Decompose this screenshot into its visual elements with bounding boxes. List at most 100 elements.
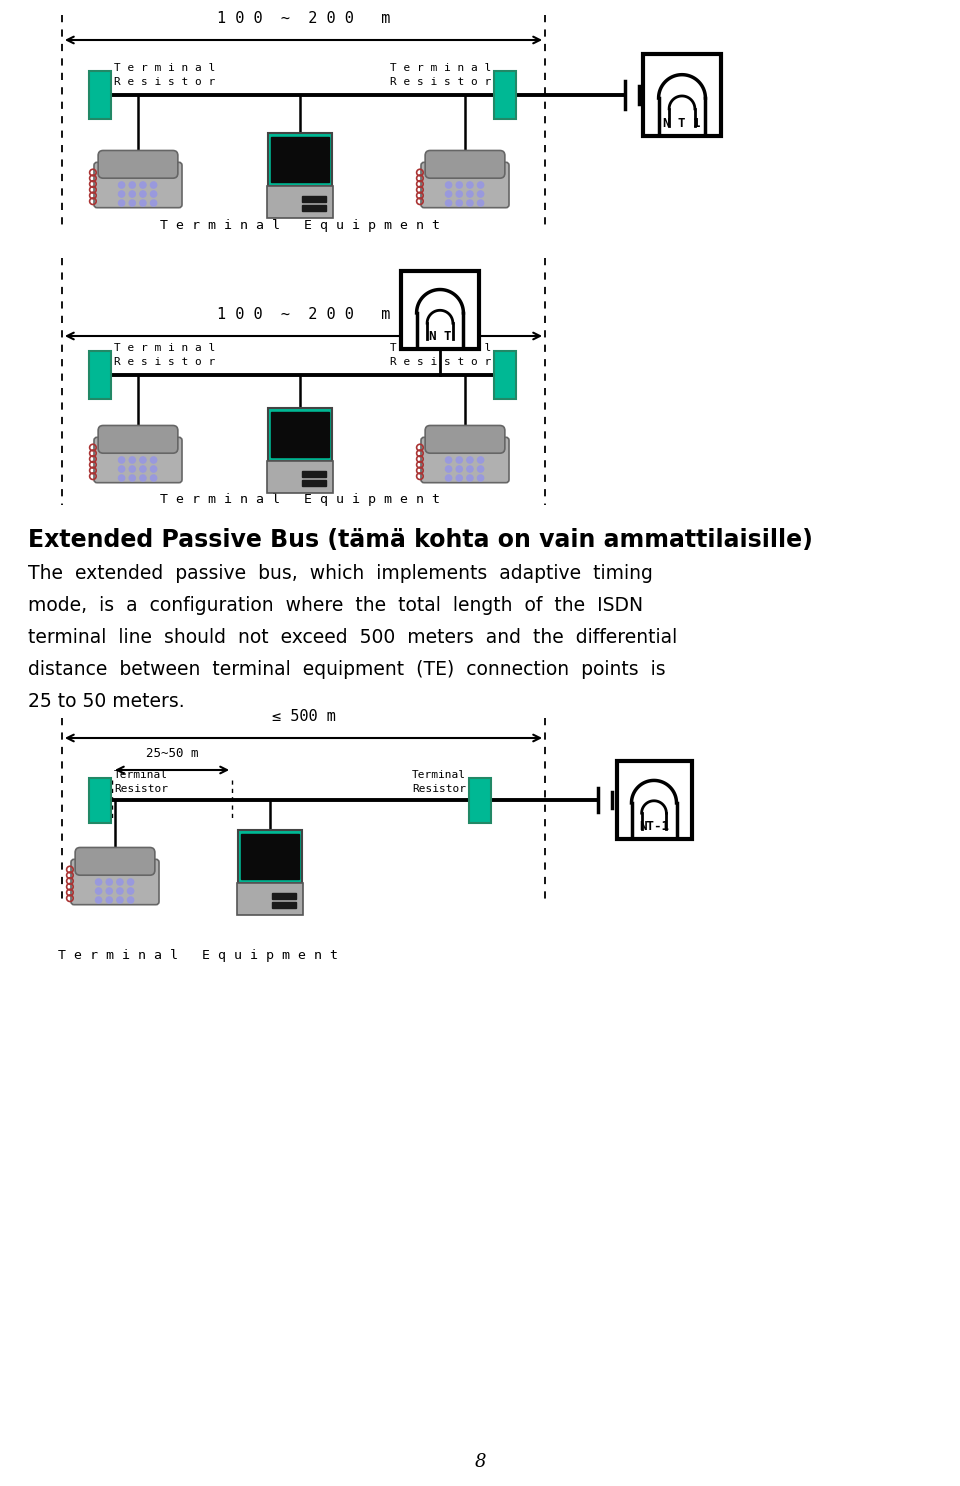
Bar — [267, 186, 333, 217]
Bar — [494, 71, 516, 119]
Text: T e r m i n a l: T e r m i n a l — [390, 62, 491, 73]
Circle shape — [107, 878, 112, 886]
Text: T e r m i n a l: T e r m i n a l — [114, 62, 215, 73]
Text: 8: 8 — [474, 1453, 486, 1471]
Text: NT-1: NT-1 — [639, 820, 669, 834]
Circle shape — [118, 476, 125, 481]
Circle shape — [445, 456, 452, 464]
Circle shape — [140, 467, 146, 473]
Circle shape — [151, 181, 156, 189]
Text: ≤ 500 m: ≤ 500 m — [272, 709, 335, 724]
Text: 25 to 50 meters.: 25 to 50 meters. — [28, 692, 184, 710]
Circle shape — [140, 476, 146, 481]
Circle shape — [140, 181, 146, 189]
Text: N T: N T — [429, 330, 451, 343]
Text: Terminal: Terminal — [412, 770, 466, 780]
Bar — [301, 471, 326, 477]
Text: mode,  is  a  configuration  where  the  total  length  of  the  ISDN: mode, is a configuration where the total… — [28, 596, 643, 615]
Text: distance  between  terminal  equipment  (TE)  connection  points  is: distance between terminal equipment (TE)… — [28, 660, 665, 679]
Text: 1 0 0  ~  2 0 0   m: 1 0 0 ~ 2 0 0 m — [217, 10, 390, 25]
Circle shape — [118, 467, 125, 473]
Circle shape — [467, 201, 473, 207]
Text: R e s i s t o r: R e s i s t o r — [114, 357, 215, 367]
Text: 1 0 0  ~  2 0 0   m: 1 0 0 ~ 2 0 0 m — [217, 308, 390, 322]
Circle shape — [477, 201, 484, 207]
Circle shape — [445, 201, 452, 207]
Circle shape — [151, 456, 156, 464]
FancyBboxPatch shape — [94, 437, 182, 483]
Circle shape — [140, 456, 146, 464]
Circle shape — [456, 190, 463, 198]
Circle shape — [130, 181, 135, 189]
Circle shape — [107, 898, 112, 903]
Bar — [272, 412, 328, 458]
Circle shape — [456, 181, 463, 189]
FancyBboxPatch shape — [425, 150, 505, 178]
Bar — [272, 902, 297, 908]
Text: R e s i s t o r: R e s i s t o r — [390, 77, 491, 88]
Text: 25~50 m: 25~50 m — [146, 747, 199, 759]
Bar — [272, 137, 328, 183]
Circle shape — [467, 181, 473, 189]
Circle shape — [456, 201, 463, 207]
Bar — [267, 461, 333, 492]
Circle shape — [456, 467, 463, 473]
FancyBboxPatch shape — [98, 425, 178, 453]
Bar — [89, 71, 111, 119]
FancyBboxPatch shape — [425, 425, 505, 453]
Circle shape — [140, 190, 146, 198]
Circle shape — [118, 181, 125, 189]
Circle shape — [130, 467, 135, 473]
Circle shape — [445, 476, 452, 481]
Bar — [494, 351, 516, 400]
Circle shape — [477, 181, 484, 189]
Bar — [268, 134, 332, 186]
Circle shape — [456, 476, 463, 481]
Circle shape — [95, 878, 102, 886]
Circle shape — [118, 456, 125, 464]
Text: T e r m i n a l: T e r m i n a l — [114, 343, 215, 354]
Bar — [616, 761, 691, 840]
Circle shape — [456, 456, 463, 464]
Text: terminal  line  should  not  exceed  500  meters  and  the  differential: terminal line should not exceed 500 mete… — [28, 629, 677, 646]
Circle shape — [151, 190, 156, 198]
FancyBboxPatch shape — [421, 162, 509, 208]
Circle shape — [151, 476, 156, 481]
Text: Resistor: Resistor — [114, 785, 168, 794]
Text: Resistor: Resistor — [412, 785, 466, 794]
Bar — [469, 777, 491, 822]
Bar — [89, 777, 111, 822]
Circle shape — [477, 190, 484, 198]
FancyBboxPatch shape — [94, 162, 182, 208]
Bar — [238, 831, 302, 883]
Bar — [301, 480, 326, 486]
Circle shape — [118, 190, 125, 198]
Text: N T 1: N T 1 — [663, 117, 701, 129]
Circle shape — [128, 889, 133, 895]
Bar — [301, 196, 326, 202]
Text: The  extended  passive  bus,  which  implements  adaptive  timing: The extended passive bus, which implemen… — [28, 565, 653, 583]
Bar — [241, 834, 299, 880]
Circle shape — [467, 190, 473, 198]
Text: R e s i s t o r: R e s i s t o r — [114, 77, 215, 88]
Circle shape — [467, 467, 473, 473]
Bar — [643, 53, 721, 137]
Circle shape — [128, 898, 133, 903]
Text: T e r m i n a l: T e r m i n a l — [390, 343, 491, 354]
Circle shape — [445, 190, 452, 198]
Bar — [401, 270, 479, 349]
Circle shape — [128, 878, 133, 886]
Circle shape — [117, 889, 123, 895]
Circle shape — [130, 456, 135, 464]
Circle shape — [117, 898, 123, 903]
Text: T e r m i n a l   E q u i p m e n t: T e r m i n a l E q u i p m e n t — [160, 218, 440, 232]
Circle shape — [118, 201, 125, 207]
Circle shape — [467, 476, 473, 481]
Bar — [301, 205, 326, 211]
Text: Terminal: Terminal — [114, 770, 168, 780]
Circle shape — [477, 467, 484, 473]
Circle shape — [151, 201, 156, 207]
Text: R e s i s t o r: R e s i s t o r — [390, 357, 491, 367]
Bar — [268, 409, 332, 461]
Circle shape — [140, 201, 146, 207]
